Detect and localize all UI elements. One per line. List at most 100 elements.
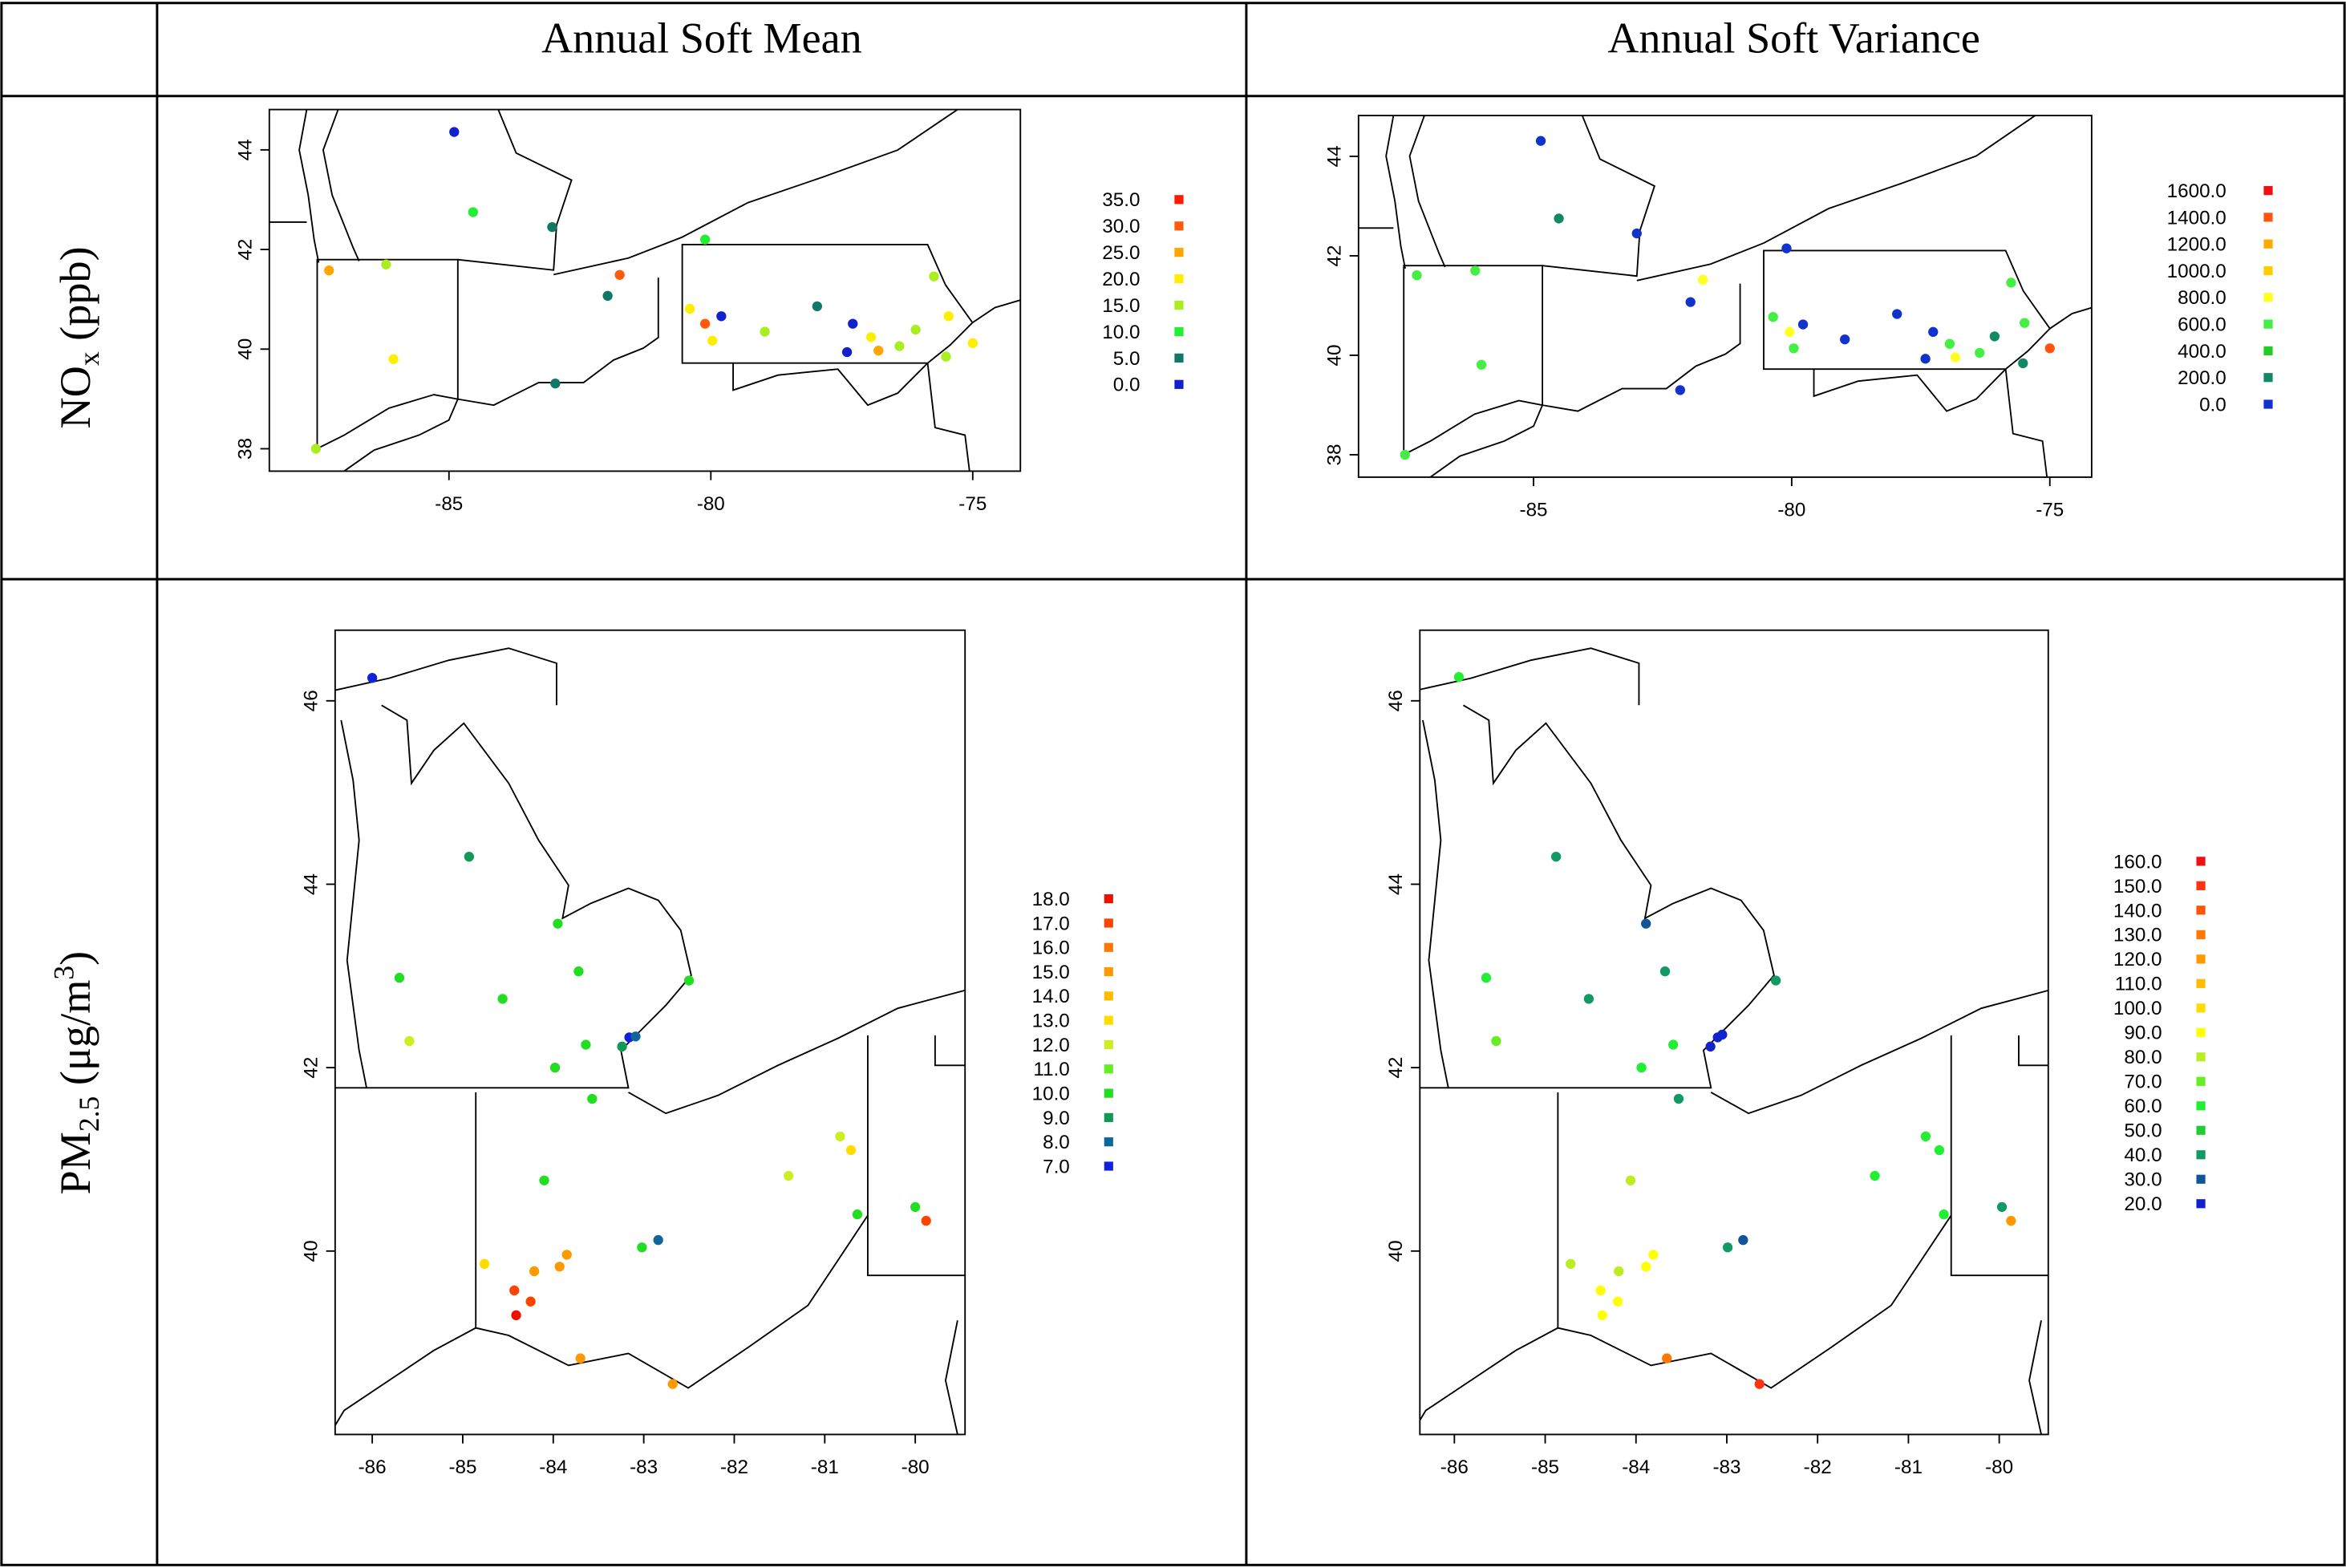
legend-label: 160.0	[2113, 851, 2162, 873]
station-point	[1770, 975, 1781, 986]
legend-swatch	[1174, 326, 1184, 337]
legend-label: 200.0	[2178, 367, 2226, 389]
station-point	[573, 966, 584, 977]
legend-label: 9.0	[1043, 1108, 1070, 1129]
legend-label: 15.0	[1032, 962, 1070, 983]
y-tick-label: 46	[301, 690, 322, 711]
station-point	[581, 1039, 591, 1050]
station-point	[449, 127, 460, 137]
station-point	[653, 1234, 663, 1246]
station-point	[1583, 994, 1594, 1004]
station-point	[1675, 385, 1685, 395]
legend-swatch	[1104, 918, 1113, 928]
legend-swatch	[1104, 991, 1113, 1001]
x-tick-label: -80	[697, 493, 725, 515]
station-point	[1554, 213, 1564, 224]
station-point	[381, 259, 391, 269]
legend-swatch	[2263, 346, 2273, 356]
station-point	[388, 354, 399, 364]
station-point	[468, 207, 478, 217]
station-point	[852, 1209, 863, 1220]
legend-label: 16.0	[1032, 938, 1070, 959]
legend-swatch	[1174, 273, 1184, 284]
station-point	[1614, 1266, 1624, 1277]
station-point	[561, 1250, 572, 1260]
station-point	[943, 311, 954, 322]
station-point	[1738, 1234, 1748, 1246]
station-point	[525, 1296, 536, 1307]
station-point	[873, 345, 884, 356]
legend-swatch	[2263, 293, 2273, 302]
map-outline	[1420, 647, 2048, 1435]
station-point	[1641, 918, 1651, 929]
station-point	[1705, 1041, 1716, 1052]
legend-label: 13.0	[1032, 1011, 1070, 1032]
station-point	[1685, 297, 1696, 307]
y-tick-label: 38	[1323, 444, 1345, 465]
station-point	[1797, 319, 1809, 330]
legend-label: 15.0	[1102, 295, 1140, 317]
x-tick-label: -83	[630, 1457, 658, 1478]
station-point	[967, 338, 978, 349]
x-tick-label: -80	[1985, 1457, 2013, 1478]
station-point	[1920, 1131, 1931, 1142]
x-tick-label: -81	[1894, 1457, 1923, 1478]
legend-label: 12.0	[1032, 1035, 1070, 1056]
station-point	[1928, 326, 1939, 338]
legend-label: 20.0	[2124, 1193, 2162, 1215]
station-point	[929, 271, 939, 282]
y-tick-label: 40	[234, 338, 256, 360]
station-point	[845, 1145, 857, 1156]
station-point	[2018, 358, 2028, 369]
station-point	[1717, 1029, 1728, 1040]
x-tick-label: -82	[1804, 1457, 1832, 1478]
station-point	[637, 1242, 647, 1253]
plot-frame	[268, 108, 1022, 472]
station-point	[1768, 312, 1778, 322]
station-point	[921, 1215, 931, 1226]
station-point	[1785, 326, 1795, 338]
station-point	[394, 972, 405, 983]
legend-label: 40.0	[2124, 1145, 2162, 1166]
station-point	[2006, 278, 2016, 288]
station-point	[865, 332, 877, 342]
legend-swatch	[1174, 379, 1184, 389]
station-point	[1673, 1093, 1684, 1104]
station-point	[1920, 354, 1931, 364]
legend-label: 20.0	[1102, 269, 1140, 290]
legend-swatch	[2196, 1052, 2206, 1062]
x-tick-label: -80	[902, 1457, 930, 1478]
station-point	[1870, 1170, 1880, 1181]
station-point	[707, 335, 718, 346]
legend-swatch	[1104, 894, 1113, 904]
legend-label: 1600.0	[2167, 180, 2226, 202]
y-tick-label: 40	[1385, 1240, 1407, 1262]
legend-label: 120.0	[2113, 949, 2162, 970]
legend-swatch	[2196, 930, 2206, 939]
x-tick-label: -86	[359, 1457, 387, 1478]
legend-label: 1200.0	[2167, 234, 2226, 256]
legend-label: 30.0	[1102, 216, 1140, 237]
x-tick-label: -80	[1777, 500, 1805, 521]
legend-label: 60.0	[2124, 1096, 2162, 1117]
y-tick-label: 40	[1323, 344, 1345, 366]
legend-swatch	[1104, 1088, 1113, 1098]
legend-swatch	[2196, 881, 2206, 890]
legend-swatch	[2196, 1101, 2206, 1111]
column-header: Annual Soft Mean	[541, 14, 862, 62]
station-point	[1648, 1250, 1659, 1260]
station-point	[554, 1262, 565, 1272]
map-outline	[269, 109, 1021, 472]
legend-label: 50.0	[2124, 1120, 2162, 1142]
x-tick-label: -81	[811, 1457, 839, 1478]
station-point	[1636, 1062, 1647, 1073]
y-tick-label: 42	[301, 1057, 322, 1079]
station-point	[1668, 1039, 1679, 1050]
legend-swatch	[1104, 1161, 1113, 1171]
station-point	[1989, 331, 2000, 342]
station-point	[1625, 1175, 1636, 1185]
station-point	[1470, 265, 1481, 276]
plot-frame	[1419, 629, 2049, 1436]
legend-swatch	[1174, 195, 1184, 205]
